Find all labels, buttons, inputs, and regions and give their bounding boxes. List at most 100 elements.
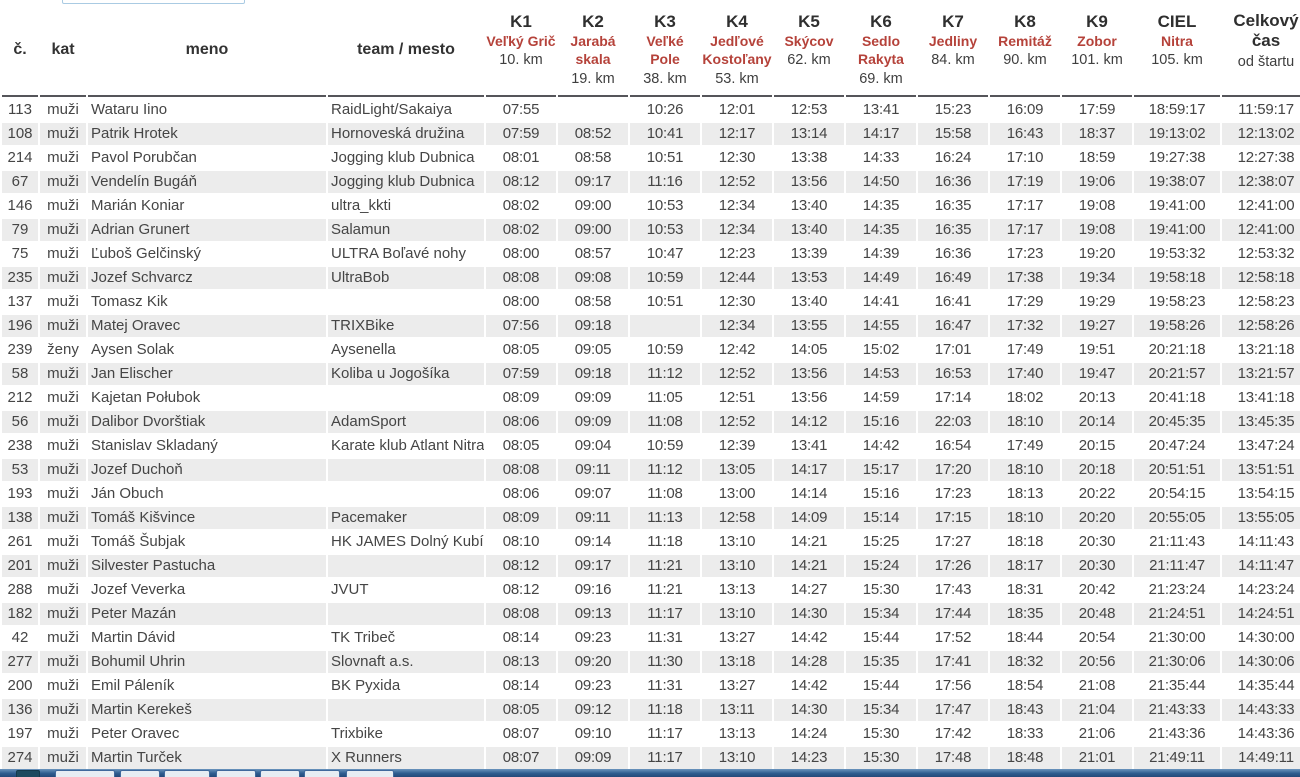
split-time-cell: 09:20 [558, 651, 628, 674]
bib-cell: 79 [2, 219, 38, 242]
name-cell: Jan Elischer [88, 363, 326, 386]
bib-cell: 197 [7, 725, 33, 743]
split-time-cell: 09:17 [558, 171, 628, 194]
split-time-cell: 13:40 [774, 219, 844, 242]
split-time-cell: 14:23 [774, 747, 844, 770]
split-time-cell: 14:42 [790, 629, 828, 647]
bib-cell: 108 [2, 123, 38, 146]
split-time-cell: 13:10 [702, 603, 772, 626]
name-cell: Emil Páleník [91, 677, 175, 695]
split-time-cell: 08:02 [502, 197, 540, 215]
category-cell: muži [40, 651, 86, 674]
name-cell: Adrian Grunert [88, 219, 326, 242]
split-time-cell: 08:06 [502, 485, 540, 503]
table-row: 212 muži Kajetan Połubok 08:09 09:09 11:05 12:… [2, 387, 1300, 409]
split-time-cell: 15:24 [846, 555, 916, 578]
name-cell: Tomasz Kik [91, 293, 168, 311]
bib-cell: 137 [7, 293, 33, 311]
split-time-cell: 21:11:47 [1134, 555, 1220, 578]
team-cell: X Runners [328, 747, 484, 770]
split-time-cell: 08:05 [502, 437, 540, 455]
table-row: 201 muži Silvester Pastucha 08:12 09:17 11:21… [2, 555, 1300, 578]
name-cell: Tomáš Šubjak [91, 533, 186, 551]
split-time-cell: 18:10 [990, 411, 1060, 434]
table-row: 58 muži Jan Elischer Koliba u Jogošíka 07:59… [2, 363, 1300, 386]
split-time-cell: 08:07 [502, 725, 540, 743]
split-time-cell: 13:14 [774, 123, 844, 146]
split-time-cell: 19:58:26 [1134, 315, 1220, 338]
total-time-cell: 14:30:00 [1237, 629, 1295, 647]
split-time-cell: 11:12 [630, 363, 700, 386]
team-cell: Pacemaker [328, 507, 484, 530]
category-cell: muži [47, 149, 79, 167]
split-time-cell: 08:14 [502, 677, 540, 695]
table-row: 108 muži Patrik Hrotek Hornoveská družina 07… [2, 123, 1300, 146]
split-time-cell: 10:59 [646, 437, 684, 455]
table-row: 196 muži Matej Oravec TRIXBike 07:56 09:18 12:… [2, 315, 1300, 338]
name-cell: Peter Oravec [91, 725, 180, 743]
split-time-cell: 07:56 [486, 315, 556, 338]
bib-cell: 214 [7, 149, 33, 167]
table-row: 136 muži Martin Kerekeš 08:05 09:12 11:18 13:1… [2, 699, 1300, 722]
table-row: 200 muži Emil Páleník BK Pyxida 08:14 09:23 11… [2, 675, 1300, 697]
taskbar-segment[interactable] [164, 770, 210, 777]
team-cell: HK JAMES Dolný Kubín [331, 533, 484, 551]
name-cell: Marián Koniar [91, 197, 185, 215]
split-time-cell: 07:59 [486, 123, 556, 146]
split-time-cell: 17:43 [934, 581, 972, 599]
bib-cell: 113 [8, 101, 32, 119]
category-cell: muži [40, 171, 86, 194]
table-row: 79 muži Adrian Grunert Salamun 08:02 09:00 10:… [2, 219, 1300, 242]
split-time-cell: 16:49 [918, 267, 988, 290]
split-time-cell: 13:10 [702, 555, 772, 578]
split-time-cell: 17:40 [990, 363, 1060, 386]
team-cell: Hornoveská družina [328, 123, 484, 146]
split-time-cell: 09:09 [558, 747, 628, 770]
split-time-cell: 11:13 [630, 507, 700, 530]
taskbar-segment[interactable] [346, 770, 394, 777]
results-table: č. kat meno team / mesto K1 Veľký Grič 10. km K… [0, 6, 1300, 771]
split-time-cell: 14:21 [774, 555, 844, 578]
split-time-cell: 20:55:05 [1134, 507, 1220, 530]
split-time-cell: 09:11 [558, 507, 628, 530]
split-time-cell: 20:42 [1078, 581, 1116, 599]
split-time-cell: 08:12 [502, 581, 540, 599]
split-time-cell: 15:02 [862, 341, 900, 359]
bib-cell: 277 [2, 651, 38, 674]
table-row: 56 muži Dalibor Dvorštiak AdamSport 08:06 09:… [2, 411, 1300, 434]
split-time-cell: 21:23:24 [1148, 581, 1206, 599]
split-time-cell: 19:51 [1078, 341, 1116, 359]
category-cell: muži [47, 389, 79, 407]
category-cell: muži [40, 747, 86, 770]
taskbar-segment[interactable] [16, 770, 40, 777]
split-time-cell: 13:13 [718, 581, 756, 599]
taskbar-segment[interactable] [120, 770, 160, 777]
split-time-cell: 15:34 [846, 699, 916, 722]
split-time-cell: 12:01 [718, 101, 756, 119]
split-time-cell: 17:52 [934, 629, 972, 647]
header-row: č. kat meno team / mesto K1 Veľký Grič 10. km K… [2, 8, 1300, 98]
split-time-cell: 19:41:00 [1148, 197, 1206, 215]
taskbar-segment[interactable] [55, 770, 115, 777]
name-cell: Martin Dávid [91, 629, 176, 647]
checkpoint-code: K7 [942, 12, 964, 31]
name-cell: Martin Turček [88, 747, 326, 770]
split-time-cell: 17:27 [934, 533, 972, 551]
taskbar-segment[interactable] [260, 770, 300, 777]
team-cell: Jogging klub Dubnica [331, 149, 475, 167]
split-time-cell: 14:24 [790, 725, 828, 743]
total-time-cell: 14:35:44 [1237, 677, 1295, 695]
split-time-cell: 19:53:32 [1148, 245, 1206, 263]
table-row: 238 muži Stanislav Skladaný Karate klub Atl… [2, 435, 1300, 457]
total-time-cell: 12:38:07 [1222, 171, 1300, 194]
taskbar-segment[interactable] [304, 770, 340, 777]
split-time-cell: 10:26 [646, 101, 684, 119]
search-input[interactable] [62, 0, 245, 4]
split-time-cell: 08:08 [486, 603, 556, 626]
team-cell: ultra_kkti [331, 197, 392, 215]
name-cell: Matej Oravec [88, 315, 326, 338]
split-time-cell: 15:16 [862, 485, 900, 503]
taskbar-segment[interactable] [216, 770, 256, 777]
split-time-cell: 09:14 [574, 533, 612, 551]
bib-cell: 67 [2, 171, 38, 194]
